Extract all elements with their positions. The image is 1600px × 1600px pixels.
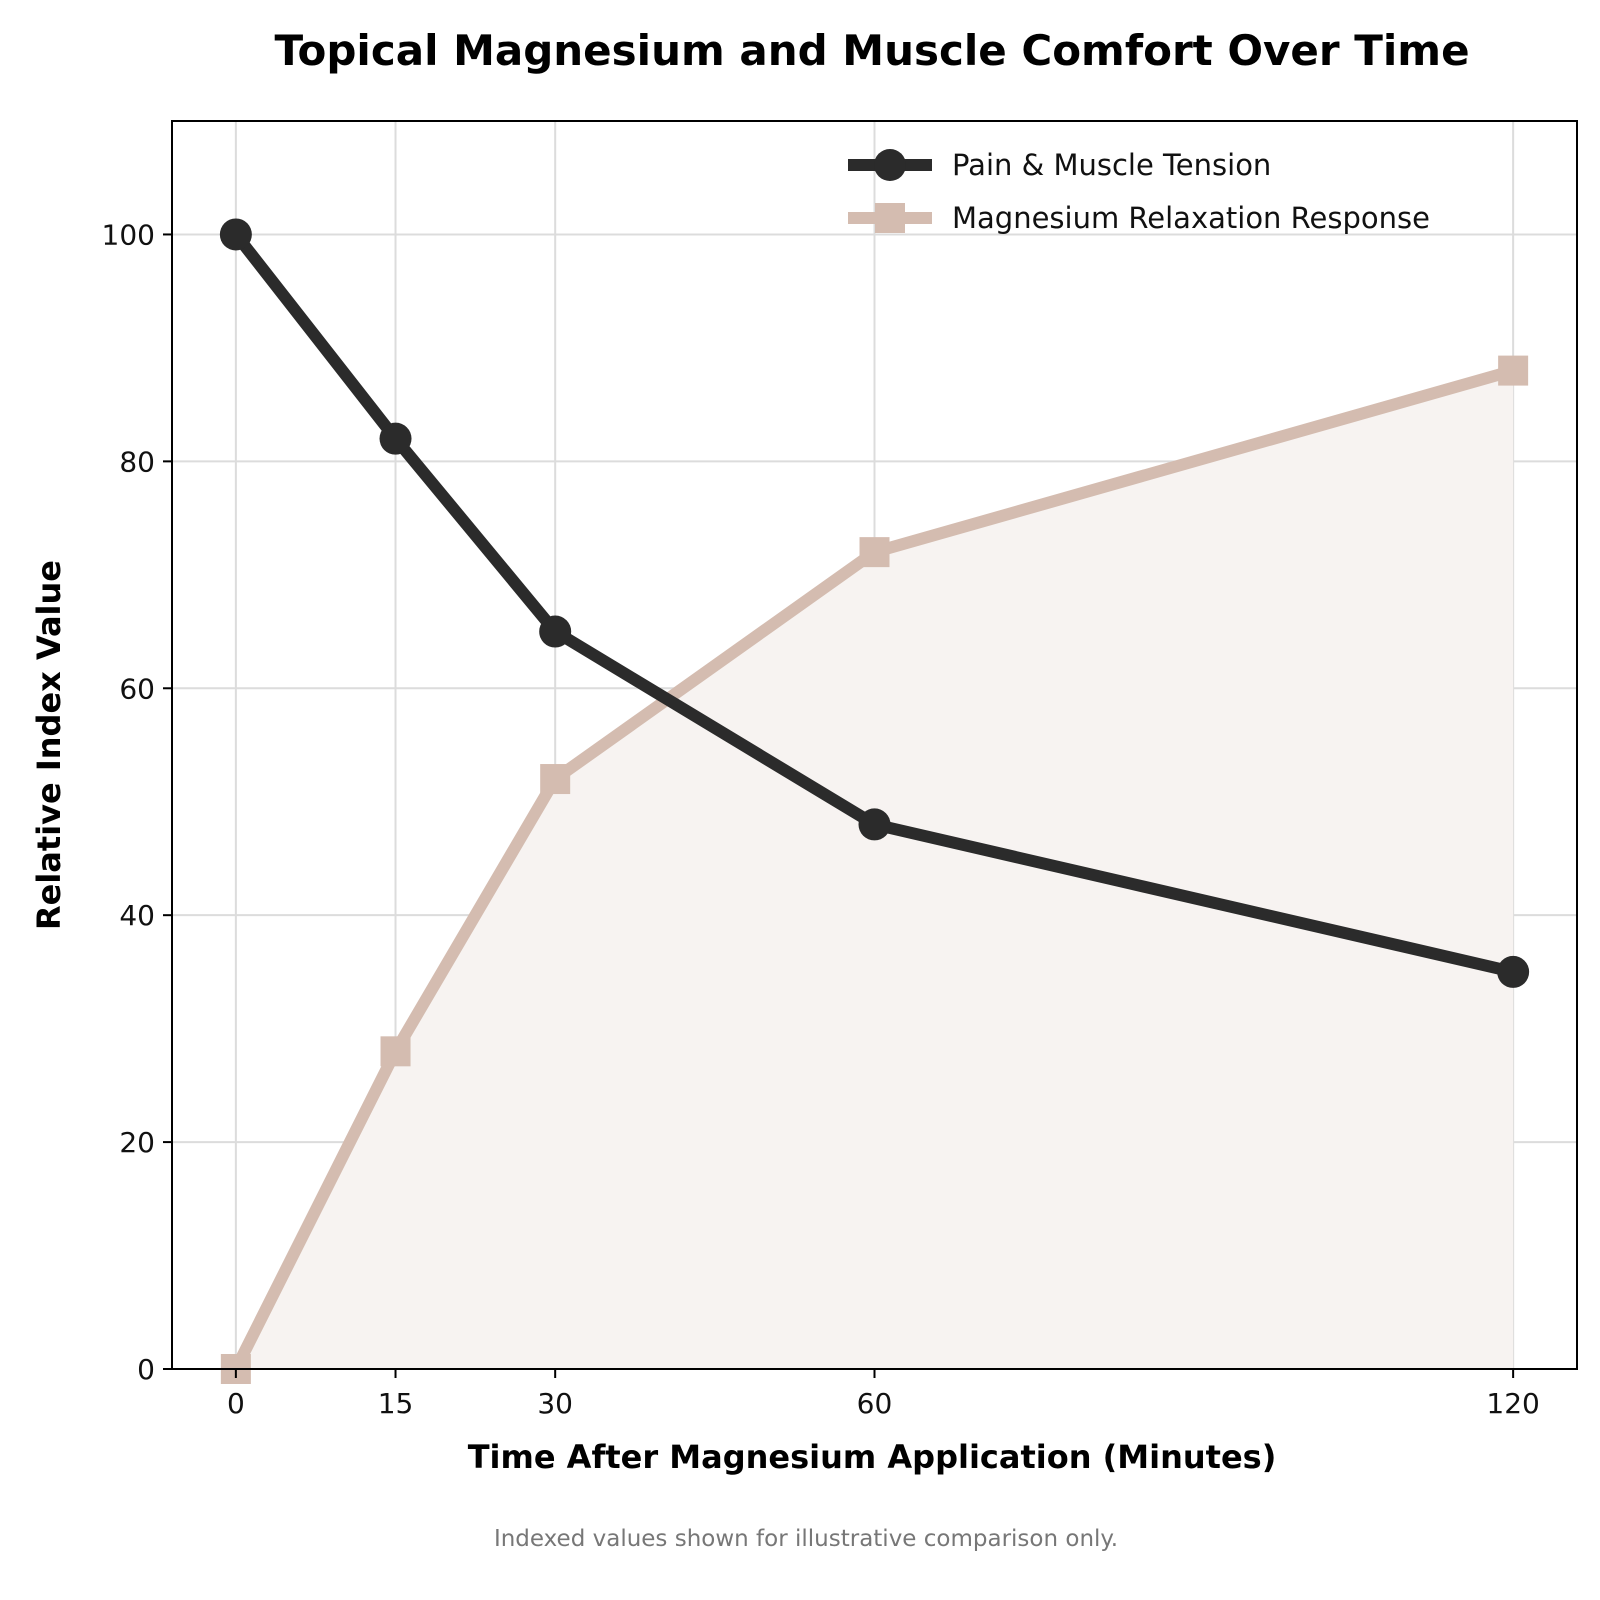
legend-label: Magnesium Relaxation Response [952,201,1430,235]
x-tick-label: 15 [378,1387,414,1420]
data-point [219,218,252,251]
legend-label: Pain & Muscle Tension [952,148,1271,182]
y-tick-label: 0 [137,1353,155,1386]
x-axis-ticks: 0 15 30 60 120 [227,1369,1540,1420]
data-point [379,422,412,455]
legend: Pain & Muscle Tension Magnesium Relaxatio… [848,148,1430,235]
area-fill-1 [235,370,1514,1370]
data-point [859,537,890,568]
x-axis-label: Time After Magnesium Application (Minute… [468,1438,1277,1476]
y-axis-ticks: 0 20 40 60 80 100 [102,218,172,1386]
legend-marker [874,149,906,181]
data-point [540,764,571,795]
area-fill-layer [235,370,1514,1370]
data-point [858,808,891,841]
data-point [1497,955,1530,988]
y-tick-label: 80 [119,445,155,478]
x-tick-label: 120 [1486,1387,1539,1420]
x-tick-label: 0 [227,1387,245,1420]
y-axis-label: Relative Index Value [30,560,68,930]
y-tick-label: 60 [119,672,155,705]
data-point [1498,355,1529,386]
y-tick-label: 100 [102,218,155,251]
x-tick-label: 60 [857,1387,893,1420]
legend-marker [875,203,905,233]
footnote: Indexed values shown for illustrative co… [494,1526,1118,1552]
series-0 [219,218,1530,988]
y-tick-label: 20 [119,1126,155,1159]
y-tick-label: 40 [119,899,155,932]
data-point [380,1036,411,1067]
chart-title: Topical Magnesium and Muscle Comfort Ove… [274,26,1469,75]
data-point [539,615,572,648]
x-tick-label: 30 [537,1387,573,1420]
